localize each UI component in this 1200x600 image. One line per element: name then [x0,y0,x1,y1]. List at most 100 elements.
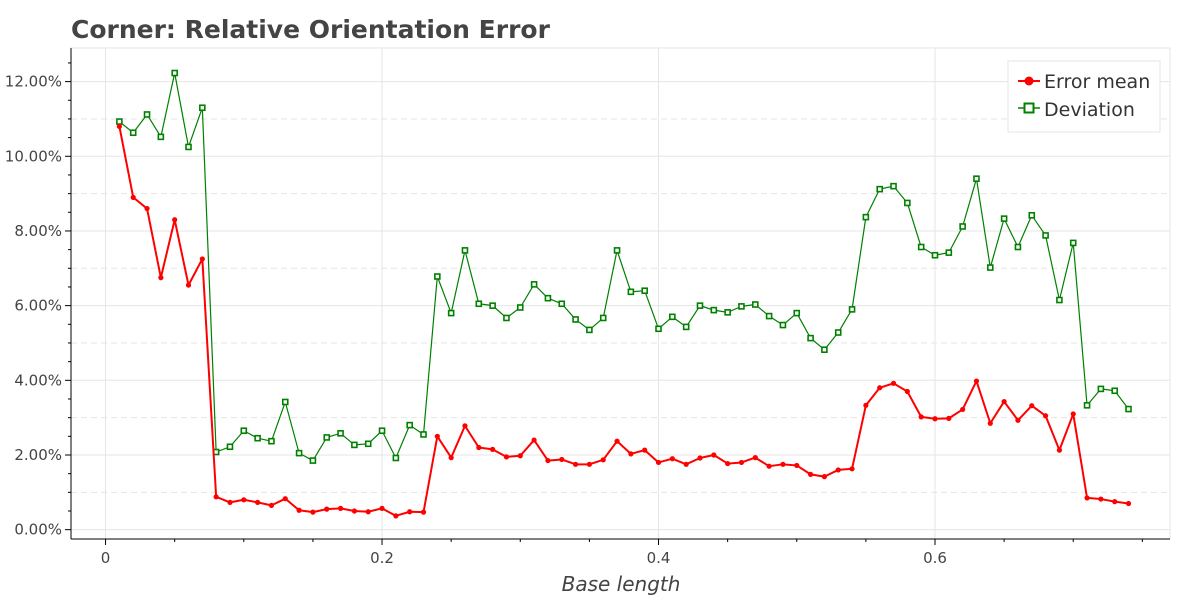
data-point-error-mean [517,453,523,459]
data-point-error-mean [1029,403,1035,409]
data-point-deviation [586,326,593,334]
data-point-deviation [821,346,828,353]
legend-marker-deviation [1023,102,1035,114]
x-axis-label: Base length [562,572,681,596]
data-point-error-mean [420,509,427,515]
chart-title: Corner: Relative Orientation Error [71,15,551,44]
data-point-deviation [973,175,980,182]
data-point-deviation [655,325,662,333]
data-point-deviation [558,300,566,308]
data-point-deviation [1028,211,1036,219]
data-point-error-mean [711,452,717,458]
data-point-deviation [1083,402,1091,409]
data-point-deviation [669,313,676,321]
data-point-error-mean [697,455,703,461]
data-point-error-mean [503,454,510,460]
data-point-error-mean [614,438,620,444]
data-point-error-mean [655,459,662,466]
data-point-error-mean [904,388,910,395]
data-point-error-mean [351,508,357,514]
x-tick-label: 0.4 [647,549,671,567]
axis-ticks: 0.00% 2.00% 4.00% 6.00% 8.00% 10.00% 12.00% 0 0.… [5,62,1143,567]
x-tick-label: 0.6 [923,549,947,567]
y-tick-label: 8.00% [14,222,62,240]
data-point-deviation [129,129,137,137]
data-point-error-mean [1042,413,1049,419]
data-point-error-mean [628,451,634,457]
data-point-error-mean [1001,398,1007,405]
data-point-deviation [323,434,331,441]
data-point-error-mean [282,496,288,502]
data-point-deviation [959,223,966,230]
data-point-error-mean [1125,500,1132,507]
y-tick-label: 6.00% [14,297,62,315]
legend-marker-error-mean [1024,76,1034,86]
data-point-error-mean [337,505,344,511]
data-point-error-mean [462,423,468,429]
data-point-deviation [351,441,358,449]
data-point-deviation [309,457,317,464]
data-point-deviation [226,443,234,451]
data-point-error-mean [379,505,385,511]
data-point-deviation [295,449,303,457]
data-point-deviation [199,104,206,112]
data-point-deviation [599,314,607,322]
data-point-error-mean [890,380,897,386]
data-point-deviation [240,427,248,435]
data-point-deviation [475,300,483,308]
data-point-deviation [143,111,151,118]
data-point-error-mean [268,502,275,508]
data-point-error-mean [158,275,164,281]
data-point-error-mean [960,406,966,413]
data-point-deviation [1111,387,1119,395]
data-point-error-mean [434,433,440,439]
data-point-error-mean [1015,417,1021,423]
data-point-deviation [765,312,773,320]
data-point-error-mean [393,513,399,519]
data-point-deviation [503,314,510,322]
series-group [116,69,1132,519]
data-point-error-mean [1098,496,1104,502]
data-point-error-mean [531,437,537,443]
data-point-deviation [696,302,704,309]
data-point-deviation [917,243,925,251]
data-point-deviation [392,454,400,462]
series-line-error-mean [118,126,1129,517]
data-point-error-mean [559,456,565,463]
data-point-error-mean [1084,495,1090,501]
data-point-deviation [116,118,123,125]
data-point-error-mean [1112,499,1118,505]
data-point-error-mean [448,455,454,461]
data-point-deviation [171,69,178,77]
data-point-deviation [793,309,801,317]
y-tick-label: 10.00% [5,147,62,165]
data-point-error-mean [946,415,952,421]
data-point-error-mean [172,217,178,223]
data-point-error-mean [987,420,993,426]
data-point-deviation [420,431,427,438]
data-point-deviation [185,143,192,151]
data-point-error-mean [669,456,675,462]
data-point-error-mean [476,444,482,451]
data-point-error-mean [130,194,136,200]
grid [71,48,1170,539]
data-point-deviation [986,264,994,271]
legend-box [1007,60,1161,133]
data-point-deviation [268,437,275,445]
data-point-error-mean [683,461,689,467]
data-point-error-mean [794,462,800,469]
data-point-deviation [337,430,344,437]
legend-label-deviation: Deviation [1044,99,1135,121]
data-point-error-mean [600,457,606,463]
y-tick-label: 12.00% [5,73,62,91]
data-point-error-mean [973,378,980,384]
data-point-error-mean [586,461,592,467]
data-point-error-mean [752,455,758,461]
data-point-error-mean [545,457,551,464]
data-point-error-mean [1056,447,1063,453]
data-point-error-mean [918,414,924,420]
data-point-error-mean [324,506,330,512]
data-point-error-mean [642,447,648,453]
